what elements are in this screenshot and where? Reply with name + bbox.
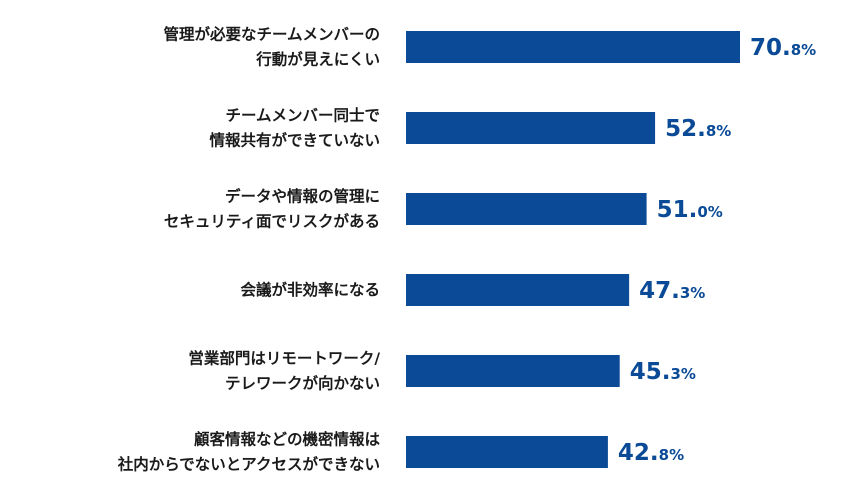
bar-2 [406,193,647,225]
value-label-0: 70.8% [750,35,816,61]
category-label-0-line-0: 管理が必要なチームメンバーの [163,25,380,44]
value-label-1-main: 52. [665,116,706,142]
value-label-1: 52.8% [665,116,731,142]
value-label-1-sub: 8% [706,122,731,140]
bar-4 [406,355,620,387]
value-label-2-sub: 0% [697,203,722,221]
category-label-0-line-1: 行動が見えにくい [255,50,380,69]
bar-5 [406,436,608,468]
bar-3 [406,274,630,306]
value-label-5-main: 42. [618,440,659,466]
value-label-3: 47.3% [639,278,705,304]
category-label-2-line-0: データや情報の管理に [225,187,380,206]
value-label-2: 51.0% [657,197,723,223]
value-label-0-main: 70. [750,35,791,61]
value-label-4-sub: 3% [670,365,695,383]
bar-1 [406,112,656,144]
category-label-1-line-0: チームメンバー同士で [225,106,380,125]
category-label-3-line-0: 会議が非効率になる [240,280,380,299]
value-label-0-sub: 8% [791,41,816,59]
value-label-4-main: 45. [630,359,671,385]
category-label-5-line-1: 社内からでないとアクセスができない [117,455,380,474]
category-label-4-line-0: 営業部門はリモートワーク/ [188,349,380,368]
category-label-1-line-1: 情報共有ができていない [209,131,380,150]
value-label-5-sub: 8% [659,446,684,464]
value-label-3-main: 47. [639,278,680,304]
category-label-5-line-0: 顧客情報などの機密情報は [194,430,381,449]
bar-0 [406,31,740,63]
category-label-4-line-1: テレワークが向かない [225,374,380,393]
value-label-3-sub: 3% [680,284,705,302]
value-label-4: 45.3% [630,359,696,385]
value-label-5: 42.8% [618,440,684,466]
category-label-2-line-1: セキュリティ面でリスクがある [164,212,380,231]
value-label-2-main: 51. [657,197,698,223]
